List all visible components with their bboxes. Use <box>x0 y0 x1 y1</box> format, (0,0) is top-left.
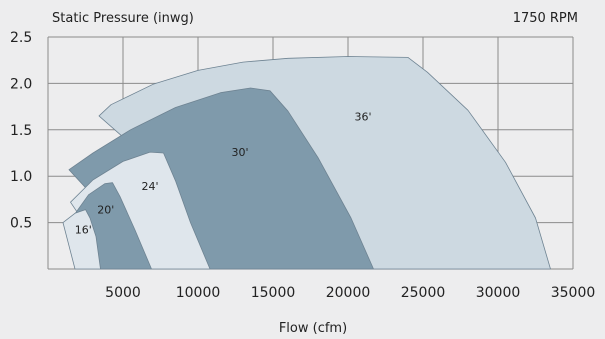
y-tick-labels: 0.5 1.0 1.5 2.0 2.5 <box>10 30 32 232</box>
region-5 <box>62 209 101 270</box>
x-axis-title: Flow (cfm) <box>279 321 347 336</box>
x-tick-label-4: 25000 <box>401 285 446 301</box>
region-label-4: 20' <box>97 203 114 216</box>
region-label-3: 24' <box>141 180 158 193</box>
region-label-5: 16' <box>75 224 92 237</box>
y-tick-label-0: 0.5 <box>10 216 32 232</box>
rpm-annotation: 1750 RPM <box>513 11 578 26</box>
y-axis-title: Static Pressure (inwg) <box>52 11 194 26</box>
x-tick-label-0: 5000 <box>105 285 141 301</box>
y-tick-label-3: 2.0 <box>10 76 32 92</box>
region-label-2: 30' <box>231 146 248 159</box>
fan-size-regions <box>62 56 551 270</box>
region-labels: 36' 30' 24' 20' 16' <box>75 111 372 237</box>
y-tick-label-4: 2.5 <box>10 30 32 46</box>
y-tick-label-2: 1.5 <box>10 123 32 139</box>
x-tick-label-1: 10000 <box>176 285 221 301</box>
x-tick-label-2: 15000 <box>251 285 296 301</box>
x-tick-label-6: 35000 <box>551 285 596 301</box>
x-tick-labels: 5000 10000 15000 20000 25000 30000 35000 <box>105 285 595 301</box>
y-tick-label-1: 1.0 <box>10 169 32 185</box>
x-tick-label-3: 20000 <box>326 285 371 301</box>
region-label-1: 36' <box>354 111 371 124</box>
x-tick-label-5: 30000 <box>476 285 521 301</box>
